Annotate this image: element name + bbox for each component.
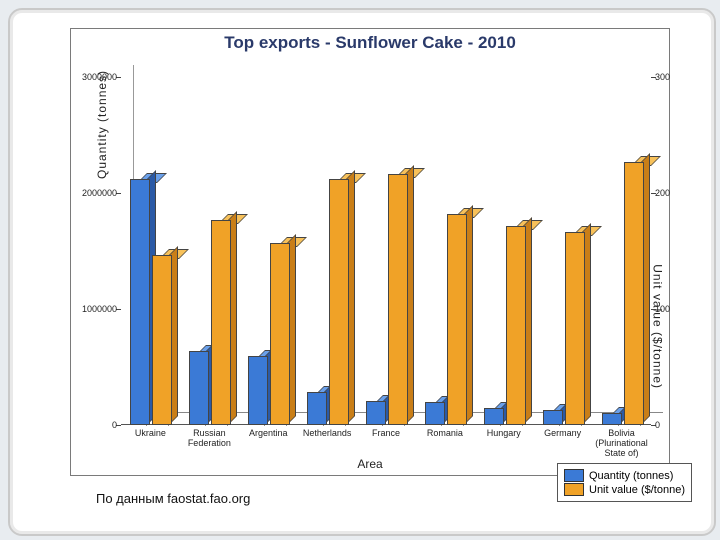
legend-label-unit: Unit value ($/tonne) — [589, 484, 685, 496]
legend-swatch-quantity — [564, 469, 584, 482]
y-left-tick: 2000000 — [79, 188, 117, 198]
legend-item-unit: Unit value ($/tonne) — [564, 483, 685, 496]
bar-quantity — [248, 358, 266, 425]
bar-unit-value — [211, 222, 229, 425]
category-label: Ukraine — [122, 429, 178, 439]
bar-quantity — [484, 410, 502, 425]
bar-quantity — [130, 181, 148, 425]
chart-panel: Top exports - Sunflower Cake - 2010 Quan… — [70, 28, 670, 476]
bar-unit-value — [270, 245, 288, 425]
category-label: Romania — [417, 429, 473, 439]
source-text: По данным faostat.fao.org — [96, 491, 250, 506]
bar-unit-value — [447, 216, 465, 425]
bar-quantity — [602, 415, 620, 425]
y-left-tick: 1000000 — [79, 304, 117, 314]
legend-swatch-unit — [564, 483, 584, 496]
category-label: Argentina — [240, 429, 296, 439]
legend-item-quantity: Quantity (tonnes) — [564, 469, 685, 482]
chart-title: Top exports - Sunflower Cake - 2010 — [71, 33, 669, 53]
y-right-tick: 200 — [655, 188, 679, 198]
category-label: Bolivia (Plurinational State of) — [594, 429, 650, 459]
bar-unit-value — [565, 234, 583, 425]
bar-quantity — [307, 394, 325, 425]
y-right-tick: 300 — [655, 72, 679, 82]
category-label: Netherlands — [299, 429, 355, 439]
bar-quantity — [366, 403, 384, 425]
bar-unit-value — [152, 257, 170, 425]
category-label: France — [358, 429, 414, 439]
legend: Quantity (tonnes) Unit value ($/tonne) — [557, 463, 692, 502]
y-left-axis-label: Quantity (tonnes) — [95, 70, 109, 179]
category-label: Russian Federation — [181, 429, 237, 449]
y-left-tick: 0 — [79, 420, 117, 430]
outer-frame: Top exports - Sunflower Cake - 2010 Quan… — [8, 8, 716, 536]
legend-label-quantity: Quantity (tonnes) — [589, 470, 673, 482]
category-label: Hungary — [476, 429, 532, 439]
y-left-tick: 3000000 — [79, 72, 117, 82]
bar-unit-value — [506, 228, 524, 425]
bar-unit-value — [624, 164, 642, 425]
y-right-tick: 100 — [655, 304, 679, 314]
bar-unit-value — [329, 181, 347, 425]
bar-quantity — [425, 404, 443, 425]
category-label: Germany — [535, 429, 591, 439]
y-right-tick: 0 — [655, 420, 679, 430]
bar-unit-value — [388, 176, 406, 425]
bar-quantity — [543, 412, 561, 425]
bars-container — [121, 65, 651, 425]
plot-area: 0100000020000003000000 0100200300 Ukrain… — [121, 65, 651, 425]
bar-quantity — [189, 353, 207, 425]
